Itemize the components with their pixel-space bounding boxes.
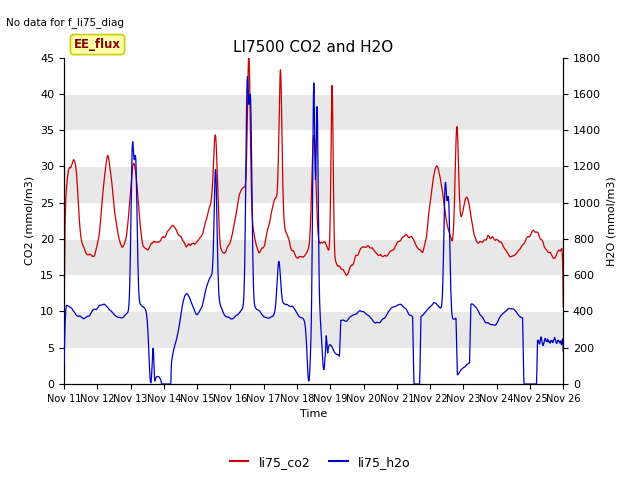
Bar — [64, 167, 563, 203]
X-axis label: Time: Time — [300, 409, 327, 419]
Y-axis label: CO2 (mmol/m3): CO2 (mmol/m3) — [24, 176, 35, 265]
Text: No data for f_li75_diag: No data for f_li75_diag — [6, 17, 124, 28]
Bar — [64, 94, 563, 130]
Bar — [64, 239, 563, 275]
Text: EE_flux: EE_flux — [74, 38, 121, 51]
Legend: li75_co2, li75_h2o: li75_co2, li75_h2o — [225, 451, 415, 474]
Y-axis label: H2O (mmol/m3): H2O (mmol/m3) — [607, 176, 616, 265]
Bar — [64, 312, 563, 348]
Title: LI7500 CO2 and H2O: LI7500 CO2 and H2O — [234, 40, 394, 55]
